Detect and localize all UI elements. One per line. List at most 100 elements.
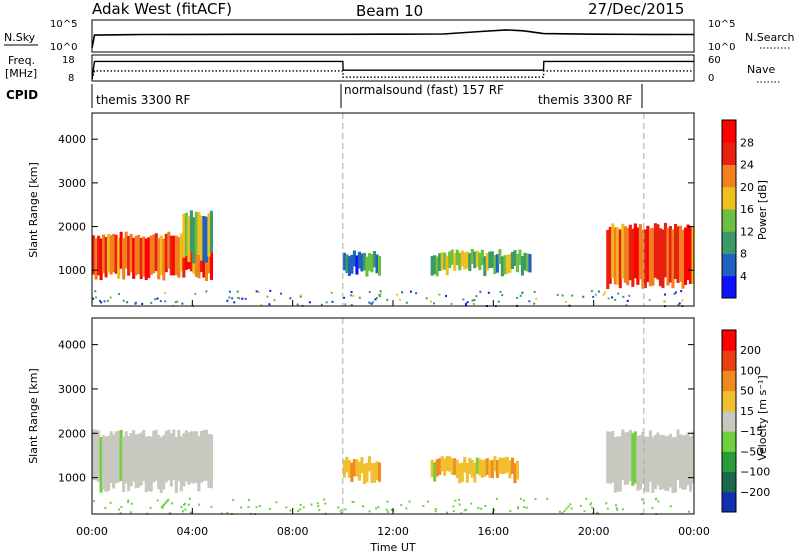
power-heatmap-cell-0-8 (112, 233, 116, 273)
velocity-heatmap-cell-1-13 (375, 461, 379, 481)
power-colorbar-swatch-4 (722, 186, 736, 210)
freq-right-tick-top: 60 (708, 55, 721, 66)
nave-label: Nave (747, 63, 775, 76)
velocity-heatmap-cell-3-25 (668, 433, 673, 488)
power-heatmap-scatter-119 (378, 295, 381, 298)
date-label: 27/Dec/2015 (588, 0, 684, 18)
velocity-heatmap-cell-3-8 (626, 432, 630, 485)
velocity-heatmap-scatter-102 (149, 506, 152, 509)
velocity-heatmap-cell-3-5 (618, 436, 622, 492)
power-heatmap-cell-0-13 (124, 231, 128, 269)
power-heatmap-scatter-32 (614, 298, 617, 301)
velocity-heatmap-scatter-110 (591, 506, 594, 509)
power-heatmap-cell-2-6 (357, 251, 361, 269)
power-heatmap-cell-0-31 (169, 235, 173, 276)
power-heatmap-cell-3-25 (493, 255, 497, 275)
velocity-heatmap-cell-0-4 (102, 435, 106, 490)
power-heatmap-cell-2-4 (352, 250, 356, 267)
power-heatmap-scatter-112 (379, 290, 382, 293)
power-colorbar-swatch-2 (722, 231, 736, 254)
power-heatmap-cell-0-32 (172, 235, 176, 276)
power-heatmap-scatter-82 (228, 290, 231, 293)
power-heatmap-scatter-3 (370, 302, 373, 305)
power-heatmap-scatter-126 (368, 301, 371, 304)
velocity-heatmap-scatter-31 (310, 503, 313, 506)
power-heatmap-cell-4-20 (656, 224, 660, 280)
power-heatmap-cell-2-2 (347, 256, 351, 276)
power-heatmap-scatter-88 (571, 294, 574, 297)
power-heatmap (92, 113, 695, 308)
velocity-heatmap-scatter-93 (104, 507, 107, 510)
power-heatmap-scatter-42 (228, 296, 231, 299)
velocity-y-tick-label-0: 4000 (58, 339, 86, 352)
velocity-heatmap-scatter-25 (339, 509, 342, 512)
velocity-heatmap-scatter-48 (480, 507, 483, 510)
power-heatmap-cell-4-19 (653, 223, 657, 278)
power-heatmap-scatter-22 (462, 298, 465, 301)
cpid-label: CPID (6, 88, 38, 102)
velocity-heatmap-scatter-99 (156, 499, 159, 502)
power-colorbar-tick-1: 24 (740, 159, 754, 172)
power-heatmap-scatter-114 (501, 294, 504, 297)
power-heatmap-scatter-98 (648, 298, 651, 301)
power-heatmap-scatter-97 (516, 296, 519, 299)
velocity-heatmap-cell-0-2 (97, 430, 101, 482)
power-heatmap-cell-0-9 (114, 234, 118, 274)
velocity-heatmap-cell-2-3 (438, 458, 442, 475)
power-heatmap-scatter-21 (371, 301, 374, 304)
velocity-heatmap-scatter-50 (519, 497, 522, 500)
velocity-heatmap-scatter-88 (299, 503, 302, 506)
velocity-heatmap-scatter-120 (240, 506, 243, 509)
velocity-heatmap-cell-2-15 (468, 457, 472, 475)
velocity-heatmap-cell-3-7 (623, 432, 627, 485)
power-colorbar-swatch-0 (722, 275, 736, 299)
velocity-heatmap-cell-1-5 (355, 459, 359, 477)
velocity-heatmap-scatter-26 (161, 505, 164, 508)
velocity-heatmap-cell-0-32 (172, 429, 176, 481)
power-heatmap-cell-4-31 (683, 227, 688, 285)
power-heatmap-scatter-16 (409, 290, 412, 293)
velocity-heatmap-scatter-28 (302, 506, 305, 509)
velocity-heatmap-cell-3-11 (633, 431, 637, 484)
velocity-heatmap-cell-3-30 (681, 435, 685, 490)
velocity-colorbar-swatch-0 (722, 491, 736, 513)
power-heatmap-scatter-11 (103, 300, 106, 303)
velocity-heatmap-cell-2-21 (483, 459, 487, 477)
power-heatmap-scatter-127 (622, 295, 625, 298)
power-heatmap-scatter-100 (386, 298, 389, 301)
power-heatmap-cell-0-0 (92, 235, 96, 275)
velocity-heatmap-scatter-124 (592, 512, 595, 515)
power-heatmap-cell-3-7 (448, 251, 452, 269)
power-heatmap-cell-0-16 (132, 237, 136, 279)
power-y-ticks: 4000 3000 2000 1000 (58, 133, 694, 277)
power-heatmap-scatter-0 (626, 299, 629, 302)
velocity-heatmap-cell-2-19 (478, 458, 482, 476)
velocity-heatmap-cell-2-4 (440, 456, 444, 472)
velocity-heatmap-scatter-122 (458, 498, 461, 501)
power-heatmap-scatter-53 (299, 294, 302, 297)
power-heatmap-cell-0-27 (159, 235, 163, 276)
velocity-heatmap-scatter-92 (522, 499, 525, 502)
velocity-heatmap-cell-0-27 (159, 437, 163, 494)
velocity-heatmap-scatter-90 (445, 511, 448, 514)
cpid-segment-3: themis 3300 RF (538, 93, 632, 107)
power-heatmap-scatter-45 (663, 300, 666, 303)
velocity-heatmap-cell-0-37 (184, 430, 188, 482)
velocity-heatmap-scatter-70 (454, 499, 457, 502)
noise-right-tick-bottom: 10^0 (708, 42, 735, 53)
velocity-heatmap-scatter-77 (120, 505, 123, 508)
cpid-panel: CPID themis 3300 RF normalsound (fast) 1… (6, 83, 643, 108)
power-heatmap-cell-2-0 (342, 252, 346, 271)
power-y-axis-label: Slant Range [km] (27, 162, 40, 258)
velocity-heatmap-scatter-51 (183, 503, 186, 506)
velocity-heatmap-scatter-78 (118, 508, 121, 511)
power-heatmap-scatter-80 (268, 303, 271, 306)
velocity-heatmap-scatter-67 (669, 505, 672, 508)
power-heatmap-scatter-108 (233, 301, 236, 304)
power-heatmap-cell-2-8 (362, 252, 367, 271)
power-heatmap-scatter-33 (194, 292, 197, 295)
power-heatmap-cell-3-5 (443, 252, 447, 270)
power-heatmap-scatter-132 (368, 290, 371, 293)
velocity-heatmap-cell-3-29 (678, 434, 683, 489)
velocity-heatmap-scatter-81 (534, 498, 537, 501)
